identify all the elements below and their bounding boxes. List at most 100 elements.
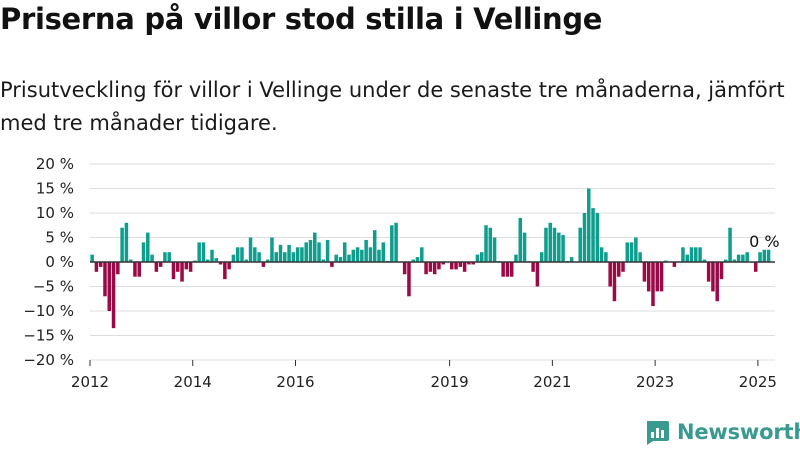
bar (295, 247, 300, 262)
bar (98, 262, 103, 267)
bar (659, 262, 664, 292)
bar (557, 232, 561, 262)
latest-value-label: 0 % (749, 232, 779, 251)
bar (595, 213, 600, 262)
y-tick-label: 20 % (36, 155, 74, 173)
newsworthy-logo-icon (647, 421, 669, 445)
bar (235, 247, 240, 262)
bar (612, 262, 617, 302)
bar (548, 222, 552, 262)
bar (539, 252, 544, 262)
bar (745, 252, 749, 262)
y-tick-label: 0 % (45, 253, 74, 271)
x-tick-label: 2012 (71, 373, 109, 391)
bar (736, 254, 741, 262)
bar (253, 247, 257, 262)
bar (120, 227, 124, 262)
bar (355, 247, 360, 262)
y-tick-label: 15 % (36, 180, 74, 198)
bar (437, 262, 441, 270)
bar (544, 227, 548, 262)
bar (462, 262, 467, 272)
y-tick-label: −5 % (33, 278, 74, 296)
bar (176, 262, 180, 272)
bar (715, 262, 719, 302)
bar (608, 262, 612, 287)
bar (694, 247, 698, 262)
bar (201, 242, 206, 262)
bar (407, 262, 411, 297)
bar (146, 232, 150, 262)
bar (411, 259, 415, 262)
bar (300, 247, 304, 262)
bar (364, 239, 368, 262)
annotations: 0 % (749, 232, 779, 251)
bar (762, 249, 767, 262)
bar (561, 235, 565, 262)
bar (283, 252, 287, 262)
bar (158, 262, 163, 267)
bar (711, 262, 715, 292)
bar (724, 259, 728, 262)
brand-logo[interactable]: Newsworthy (644, 419, 800, 445)
bar (205, 259, 210, 262)
bar (415, 257, 420, 262)
bar (171, 262, 176, 280)
bar (278, 244, 283, 262)
bar (223, 262, 227, 280)
bar (167, 252, 171, 262)
bar (621, 262, 625, 272)
x-tick-label: 2014 (174, 373, 212, 391)
bar (578, 227, 582, 262)
bar (706, 262, 711, 282)
y-tick-label: −20 % (23, 351, 74, 369)
y-tick-label: 10 % (36, 204, 74, 222)
bar (103, 262, 107, 297)
bar (377, 249, 381, 262)
bar (154, 262, 159, 272)
bar (728, 227, 732, 262)
bar (137, 262, 141, 277)
grid-lines (90, 163, 775, 361)
bar (719, 262, 724, 280)
bar (133, 262, 137, 277)
bar (244, 259, 249, 262)
bar (625, 242, 630, 262)
bar (518, 217, 523, 262)
bar (368, 247, 373, 262)
bar (587, 188, 591, 262)
bar (180, 262, 184, 282)
chart-subtitle: Prisutveckling för villor i Vellinge und… (0, 78, 785, 135)
bar (646, 262, 651, 292)
bar (732, 259, 737, 262)
bar (428, 262, 433, 272)
bar (231, 254, 236, 262)
bars (90, 188, 771, 329)
bar (599, 247, 604, 262)
bar (758, 252, 762, 262)
bar (163, 252, 167, 262)
bar (698, 247, 702, 262)
bar (330, 262, 334, 267)
bar (484, 225, 488, 262)
bar (218, 262, 223, 265)
bar (501, 262, 505, 277)
bar (227, 262, 231, 270)
brand-name: Newsworthy (677, 420, 800, 444)
bar (128, 259, 133, 262)
bar (552, 227, 557, 262)
bar (360, 249, 364, 262)
bar (381, 242, 386, 262)
bar (402, 262, 407, 275)
bar (420, 247, 424, 262)
bar (347, 254, 351, 262)
bar (642, 262, 647, 282)
bar (321, 259, 326, 262)
x-tick-label: 2019 (431, 373, 469, 391)
bar (317, 242, 321, 262)
bar (325, 239, 330, 262)
bar (467, 262, 471, 265)
bar (531, 262, 535, 272)
bar (308, 239, 313, 262)
x-tick-label: 2016 (276, 373, 314, 391)
